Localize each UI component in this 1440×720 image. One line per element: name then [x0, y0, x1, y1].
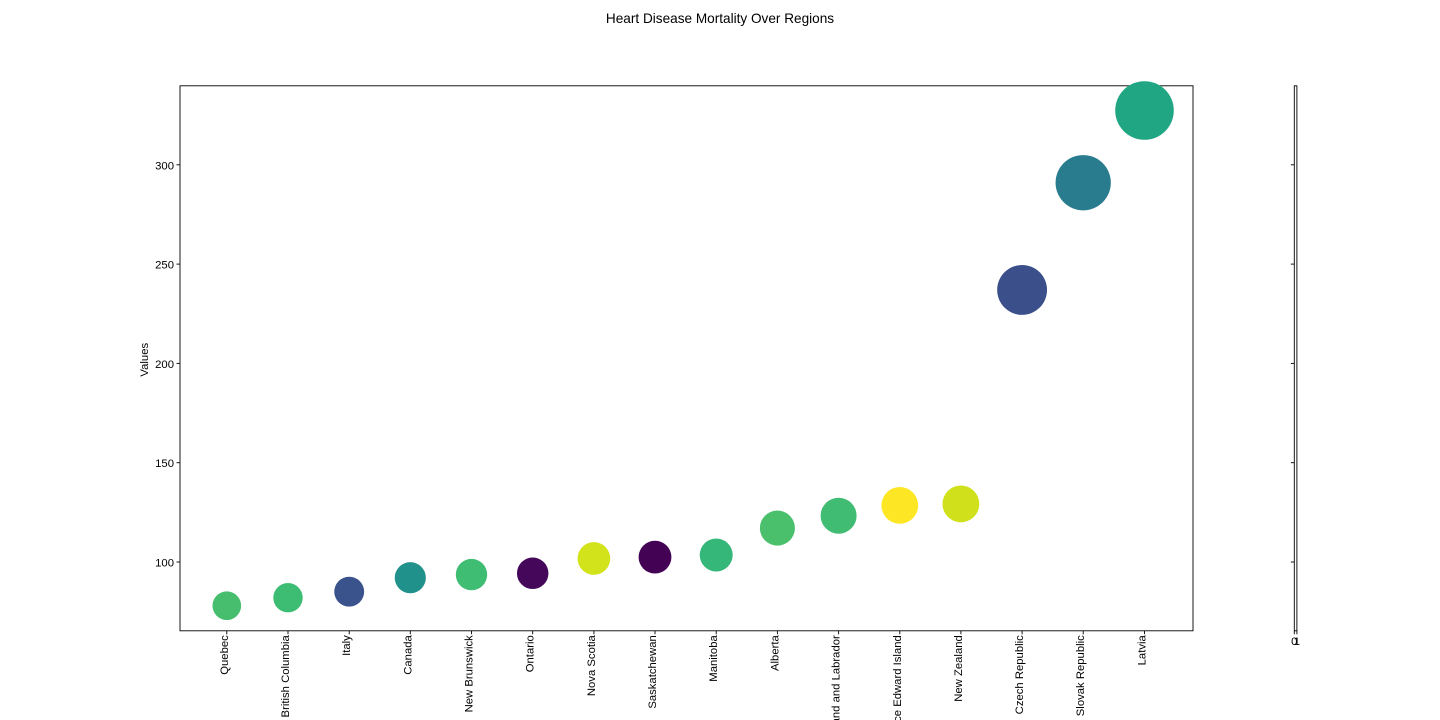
svg-text:Values: Values [139, 342, 151, 376]
svg-text:New Brunswick: New Brunswick [464, 635, 476, 713]
svg-text:150: 150 [155, 458, 174, 470]
svg-text:1: 1 [1294, 636, 1300, 648]
svg-text:200: 200 [155, 359, 174, 371]
svg-text:Latvia: Latvia [1137, 634, 1149, 665]
svg-text:100: 100 [155, 558, 174, 570]
svg-text:Quebec: Quebec [219, 635, 231, 675]
svg-text:Alberta: Alberta [769, 634, 781, 671]
svg-text:Saskatchewan: Saskatchewan [647, 635, 659, 708]
svg-text:Ontario: Ontario [525, 635, 537, 672]
svg-text:Slovak Republic: Slovak Republic [1075, 635, 1087, 716]
svg-text:250: 250 [155, 260, 174, 272]
svg-text:300: 300 [155, 160, 174, 172]
svg-text:Czech Republic: Czech Republic [1014, 635, 1026, 714]
svg-text:0: 0 [1291, 636, 1297, 648]
svg-text:Manitoba: Manitoba [708, 634, 720, 681]
svg-text:British Columbia: British Columbia [280, 634, 292, 717]
svg-text:Canada: Canada [402, 634, 414, 674]
svg-text:Italy: Italy [341, 635, 353, 656]
svg-text:Newfoundland and Labrador: Newfoundland and Labrador [831, 635, 843, 720]
svg-text:New Zealand: New Zealand [953, 635, 965, 702]
svg-text:Nova Scotia: Nova Scotia [586, 634, 598, 696]
svg-text:Heart Disease Mortality Over R: Heart Disease Mortality Over Regions [606, 11, 834, 26]
svg-text:Prince Edward Island: Prince Edward Island [892, 635, 904, 720]
